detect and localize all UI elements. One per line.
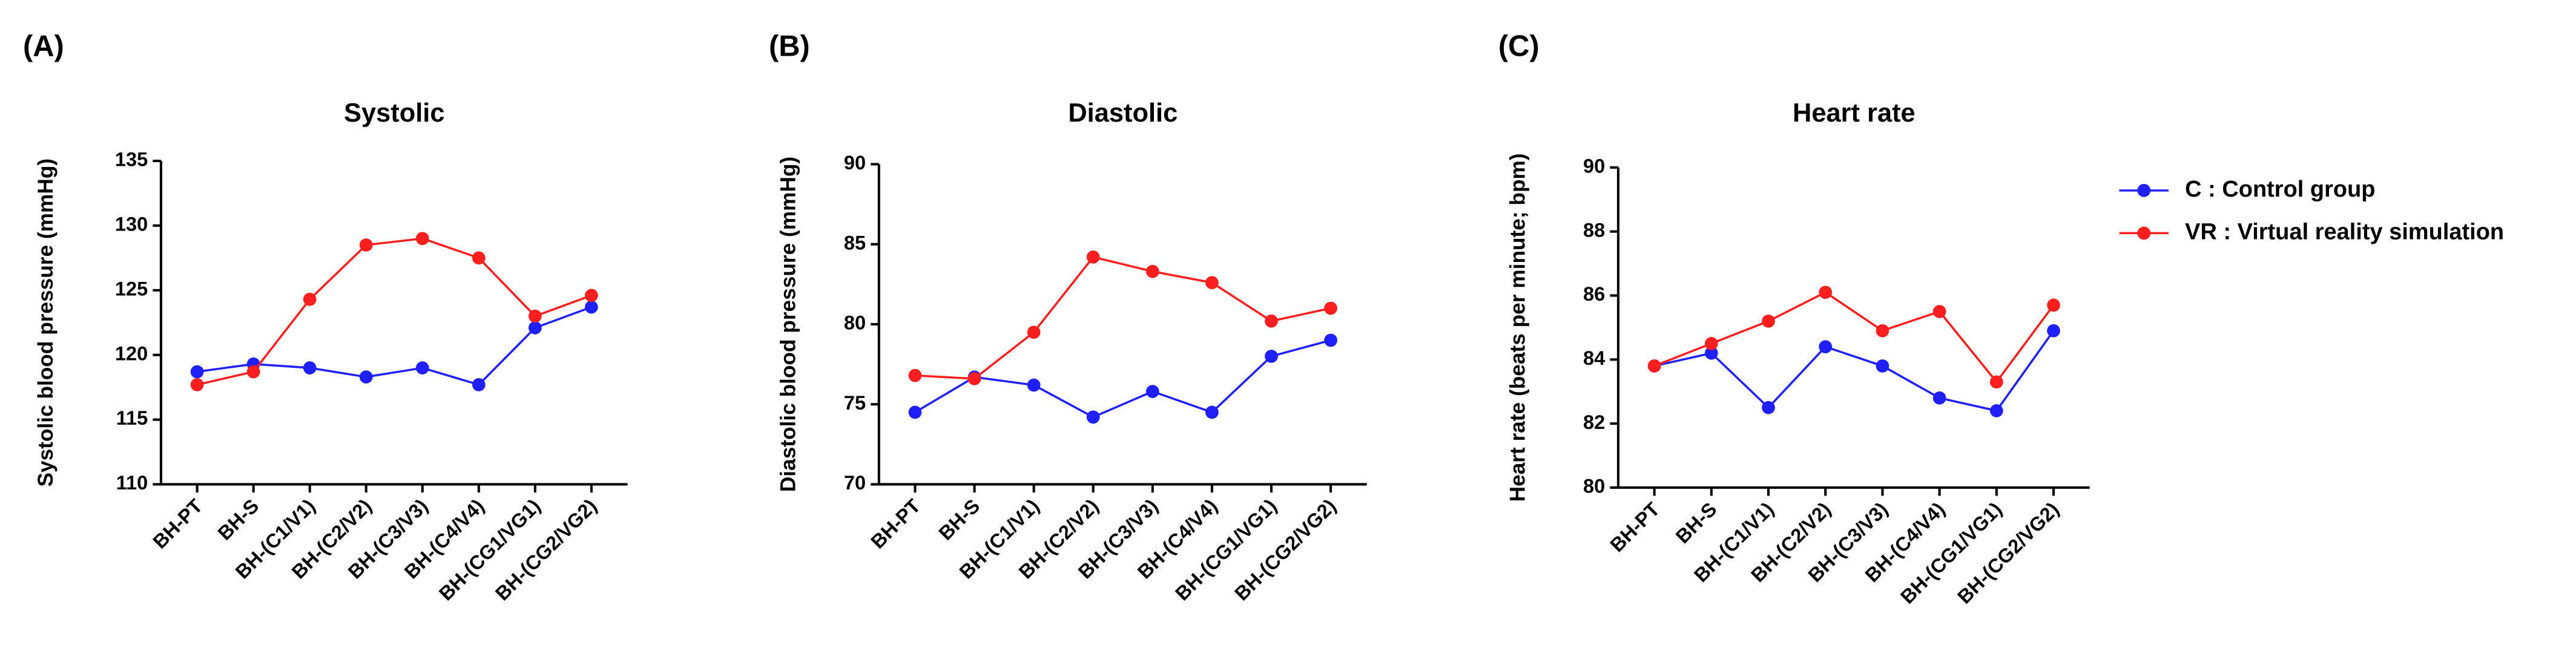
x-tick-label: BH-S (1672, 498, 1721, 547)
y-tick-label: 115 (116, 407, 148, 429)
data-point (1265, 314, 1278, 328)
legend-label: VR : Virtual reality simulation (2185, 219, 2504, 244)
data-point (1932, 391, 1946, 405)
data-point (1086, 250, 1100, 264)
y-tick-label: 80 (1583, 475, 1605, 497)
y-axis-label: Systolic blood pressure (mmHg) (34, 158, 58, 487)
panel-label: (C) (1498, 30, 1540, 62)
y-tick-label: 88 (1583, 219, 1605, 241)
x-tick-label: BH-S (935, 495, 984, 544)
x-tick-label: BH-PT (1606, 498, 1664, 556)
data-point (1027, 325, 1041, 339)
data-point (1819, 340, 1833, 354)
y-tick-label: 130 (115, 214, 148, 235)
data-point (1145, 264, 1159, 278)
series-line (915, 255, 1331, 380)
y-tick-label: 85 (844, 232, 866, 253)
series-line (197, 237, 592, 386)
data-point (190, 378, 204, 391)
legend-label: C : Control group (2185, 177, 2375, 202)
data-point (529, 321, 542, 335)
x-tick-label: BH-(CG1/VG1) (435, 495, 544, 604)
data-point (1647, 359, 1661, 373)
y-tick-label: 110 (116, 472, 148, 494)
y-tick-label: 90 (844, 152, 866, 174)
data-point (529, 309, 542, 323)
panel-label: (A) (23, 30, 64, 62)
x-tick-label: BH-PT (149, 495, 207, 553)
data-point (1704, 337, 1718, 350)
y-tick-label: 86 (1583, 283, 1605, 305)
data-point (472, 251, 486, 265)
data-point (1762, 400, 1775, 414)
data-point (472, 378, 486, 391)
data-point (1819, 286, 1833, 299)
data-point (2047, 324, 2060, 338)
y-tick-label: 90 (1583, 155, 1605, 177)
series-line (197, 305, 592, 386)
data-point (359, 238, 373, 252)
legend-marker (2137, 183, 2151, 197)
data-point (1205, 405, 1219, 419)
data-point (2047, 298, 2060, 312)
x-tick-label: BH-(CG1/VG1) (1171, 495, 1280, 604)
data-point (585, 289, 598, 302)
data-point (1932, 305, 1946, 318)
data-point (303, 361, 317, 374)
data-point (1324, 301, 1337, 315)
y-tick-label: 125 (115, 278, 148, 299)
data-point (1027, 378, 1041, 392)
data-point (908, 405, 922, 419)
panel-label: (B) (769, 30, 810, 62)
data-point (1265, 350, 1278, 363)
data-point (1145, 385, 1159, 398)
x-tick-label: BH-S (214, 495, 263, 544)
y-tick-label: 82 (1583, 411, 1605, 433)
data-point (908, 368, 922, 382)
x-tick-label: BH-(CG2/VG2) (491, 495, 601, 604)
data-point (1990, 375, 2003, 389)
chart-title: Systolic (344, 99, 444, 128)
legend-marker (2137, 226, 2151, 240)
y-tick-label: 70 (844, 472, 866, 494)
data-point (303, 292, 317, 306)
data-point (1990, 404, 2003, 417)
x-tick-label: BH-(CG2/VG2) (1953, 498, 2063, 607)
series-line (1654, 330, 2055, 412)
y-tick-label: 75 (844, 392, 866, 414)
y-axis-label: Heart rate (beats per minute; bpm) (1506, 153, 1529, 502)
chart-title: Diastolic (1068, 99, 1178, 128)
data-point (415, 361, 429, 374)
data-point (246, 365, 260, 379)
data-point (1205, 276, 1219, 290)
y-tick-label: 80 (844, 312, 866, 334)
x-tick-label: BH-PT (867, 495, 925, 553)
data-point (190, 365, 204, 379)
data-point (1762, 314, 1775, 328)
x-tick-label: BH-(CG1/VG1) (1896, 498, 2006, 607)
series-line (1653, 291, 2055, 384)
data-point (1324, 333, 1337, 347)
data-point (359, 370, 373, 384)
x-tick-label: BH-(CG2/VG2) (1230, 495, 1340, 604)
data-point (967, 372, 981, 385)
data-point (1086, 410, 1100, 424)
chart-title: Heart rate (1793, 99, 1916, 128)
y-axis-label: Diastolic blood pressure (mmHg) (776, 157, 800, 492)
series-line (914, 339, 1331, 419)
y-tick-label: 120 (115, 342, 148, 364)
data-point (585, 300, 598, 314)
y-tick-label: 135 (115, 149, 148, 171)
y-tick-label: 84 (1583, 347, 1605, 369)
data-point (1876, 324, 1889, 338)
data-point (1704, 346, 1718, 360)
data-point (1876, 359, 1889, 373)
data-point (415, 232, 429, 246)
